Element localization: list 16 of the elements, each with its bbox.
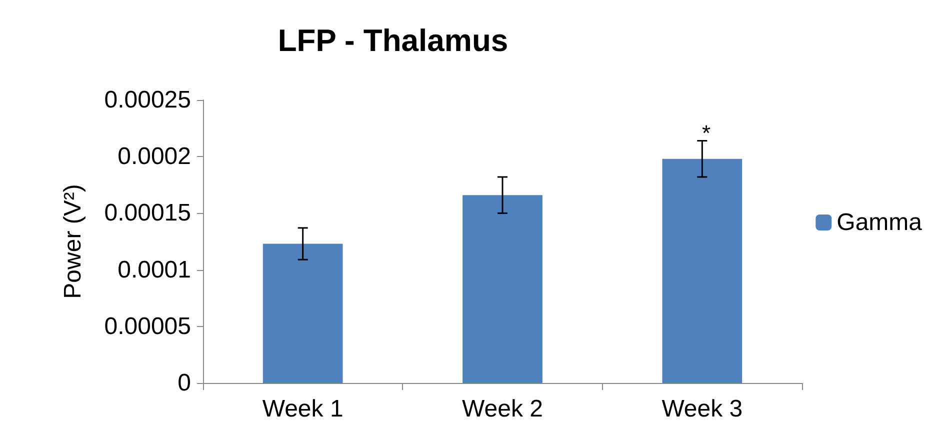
x-tick-label: Week 2: [462, 396, 543, 422]
y-tick-label: 0.00015: [104, 200, 191, 227]
bar: [462, 195, 542, 383]
legend-label: Gamma: [836, 209, 923, 236]
y-axis-title: Power (V²): [60, 184, 86, 299]
annotation: *: [702, 120, 711, 146]
y-tick-label: 0: [178, 370, 191, 396]
x-tick-label: Week 3: [662, 396, 743, 422]
bar: [662, 158, 742, 383]
y-tick-label: 0.0001: [118, 256, 191, 284]
y-tick-label: 0.00025: [104, 86, 191, 114]
y-tick-label: 0.00005: [104, 312, 191, 340]
bar: [262, 244, 343, 383]
y-tick-label: 0.0002: [118, 143, 191, 170]
x-tick-label: Week 1: [262, 396, 344, 422]
chart-title: LFP - Thalamus: [278, 23, 508, 58]
